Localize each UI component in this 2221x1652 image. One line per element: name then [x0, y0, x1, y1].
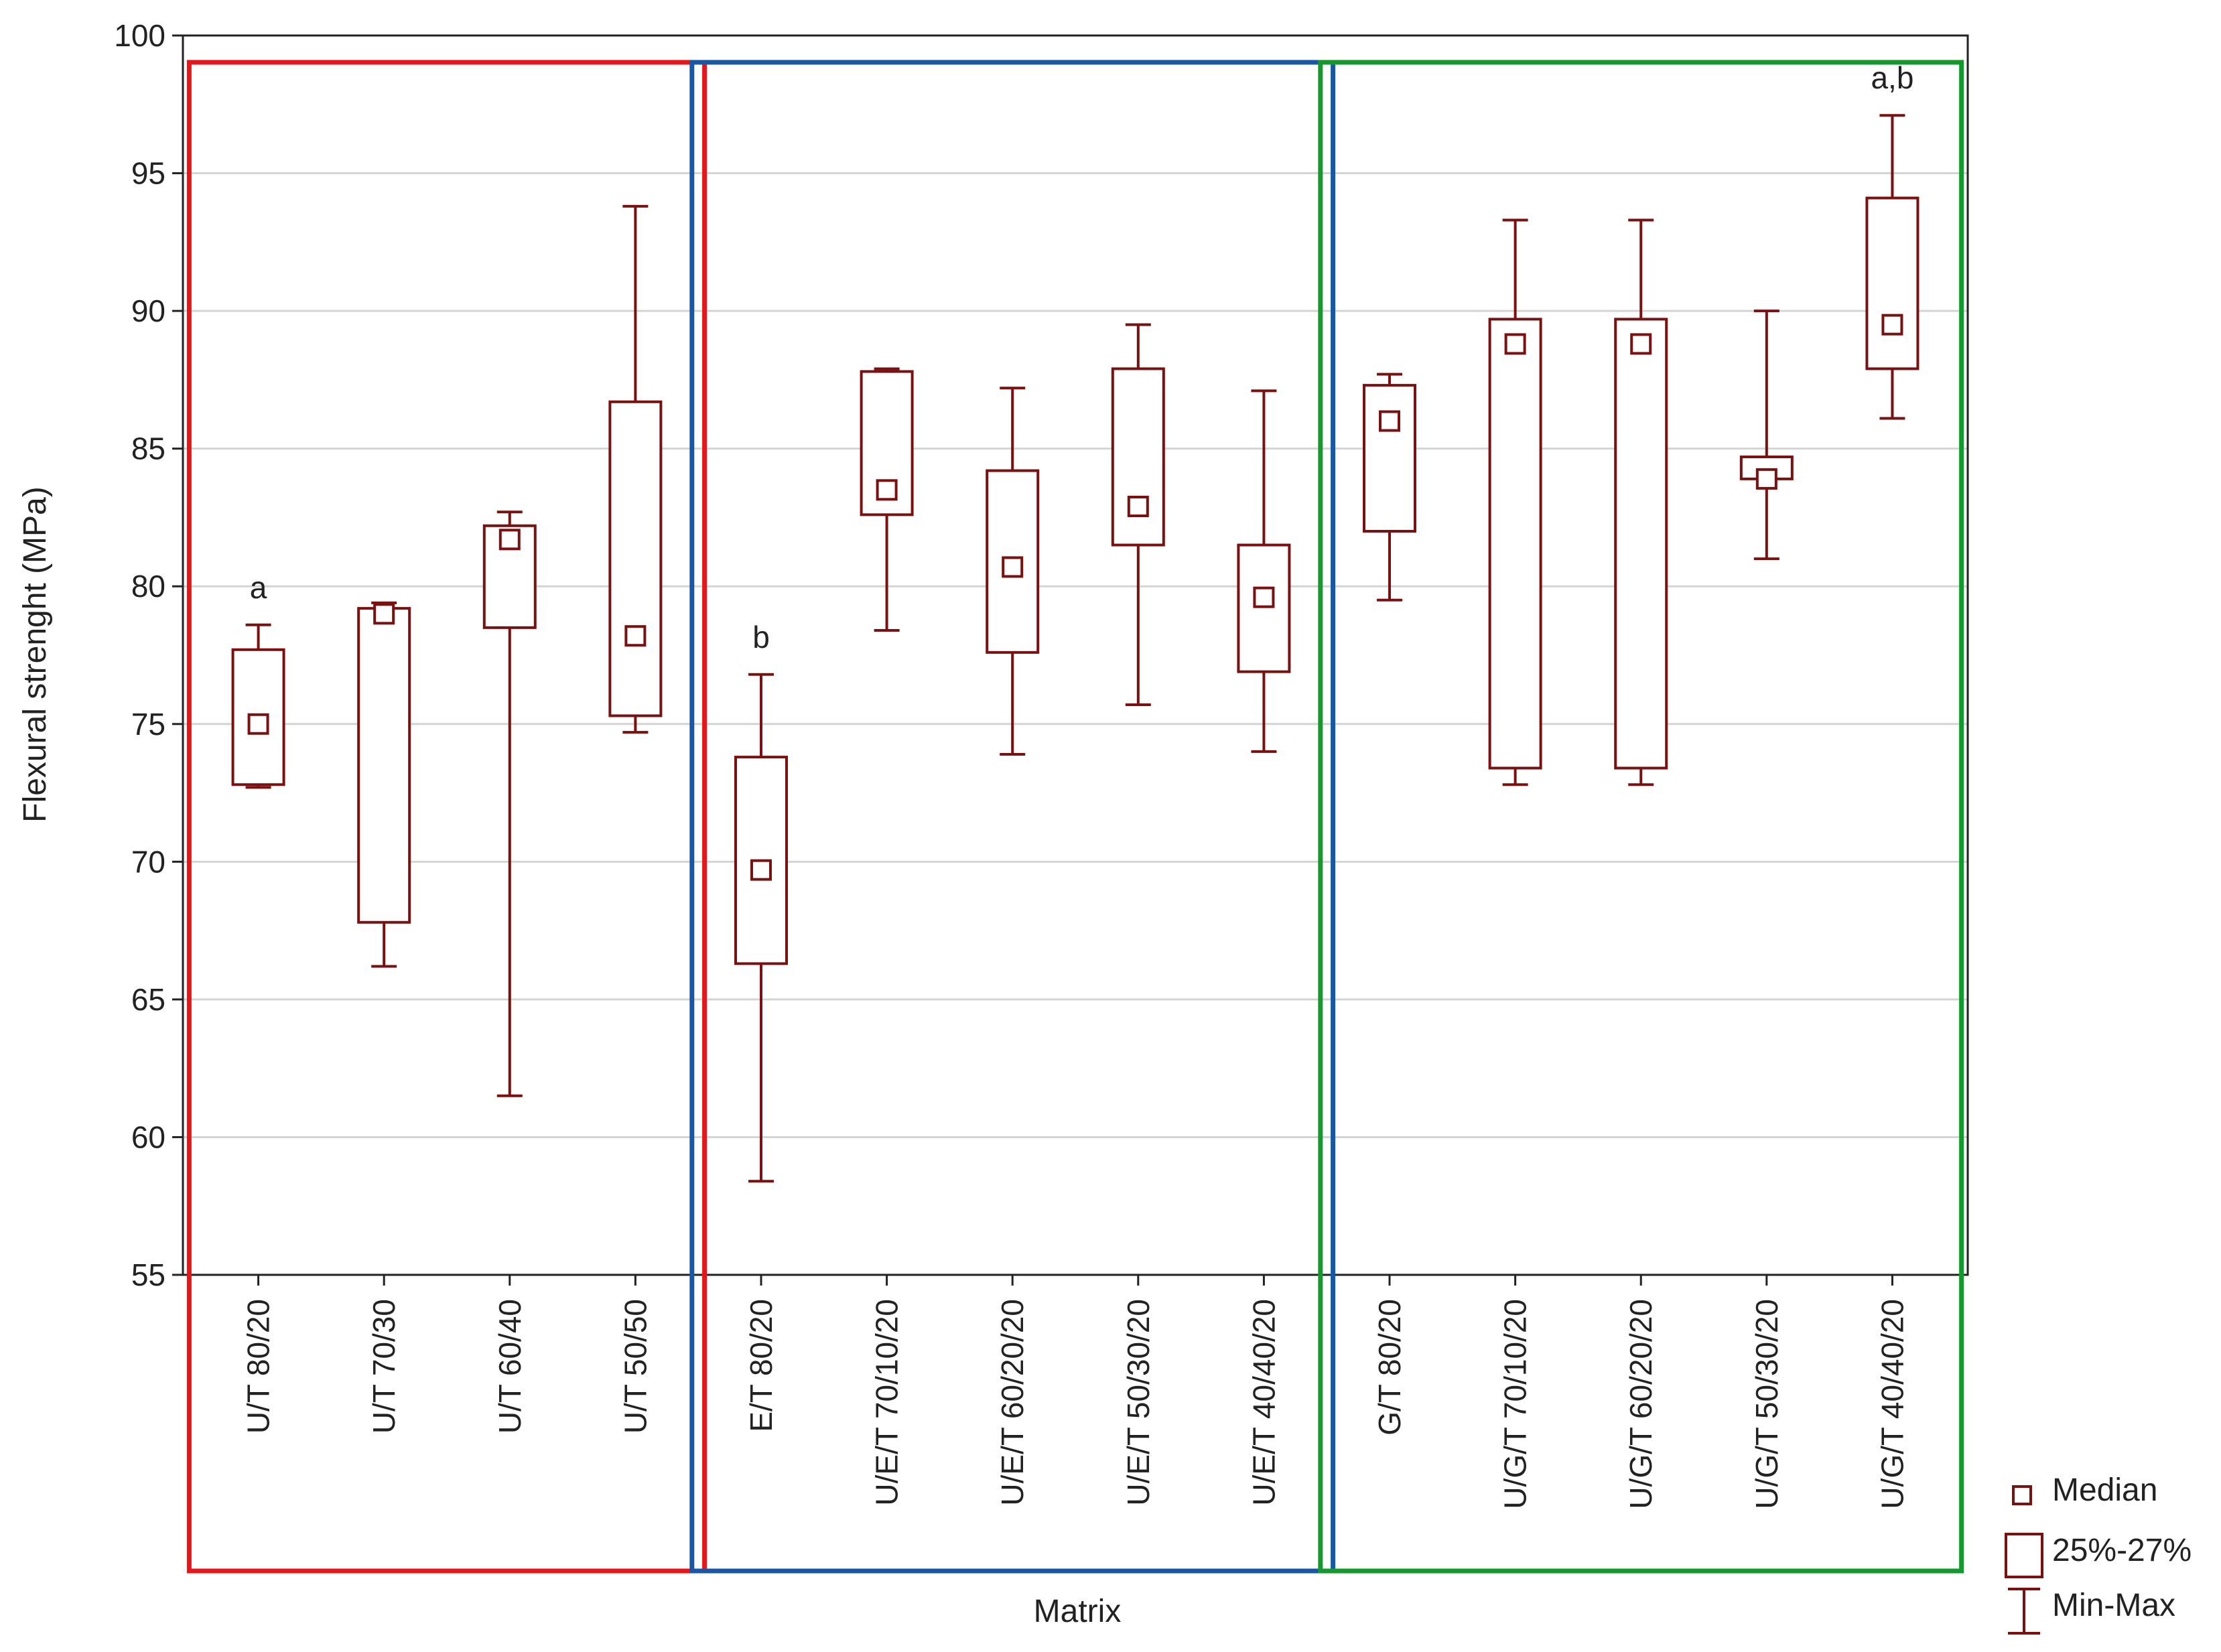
plot-border: [182, 34, 1969, 1276]
significance-label: a,b: [1871, 60, 1913, 95]
y-tick-label: 55: [131, 1257, 165, 1292]
x-tick-label: U/G/T 70/10/20: [1498, 1299, 1533, 1509]
red-group-outline: [186, 60, 708, 1574]
y-tick-label: 100: [114, 18, 165, 53]
x-tick-label: U/G/T 50/30/20: [1749, 1299, 1784, 1509]
box-14: [1865, 114, 1920, 420]
quartile-box: [734, 756, 788, 965]
legend-box-icon: [2005, 1533, 2043, 1578]
box-1: [231, 623, 285, 789]
x-tick-label: U/E/T 60/20/20: [995, 1299, 1030, 1506]
legend-median-label: Median: [2052, 1472, 2157, 1508]
median-marker: [1755, 468, 1777, 490]
x-tick-label: U/T 70/30: [366, 1299, 401, 1434]
box-11: [1488, 218, 1542, 786]
quartile-box: [357, 607, 411, 924]
quartile-box: [1488, 318, 1542, 770]
y-axis-ticks: 55 60 65 70 75 80 85 90 95 100: [114, 18, 183, 1292]
legend-whisker-icon: [2008, 1588, 2040, 1635]
blue-group-outline: [689, 60, 1336, 1574]
median-marker: [247, 713, 269, 735]
box-12: [1614, 218, 1668, 786]
box-5: [734, 673, 788, 1183]
y-tick-label: 60: [131, 1119, 165, 1154]
y-tick-label: 90: [131, 293, 165, 328]
legend-median-icon: [2012, 1485, 2032, 1505]
x-tick-label: U/G/T 40/40/20: [1875, 1299, 1909, 1509]
box-6: [860, 367, 914, 632]
box-8: [1111, 323, 1165, 706]
y-tick-label: 70: [131, 844, 165, 879]
box-7: [986, 387, 1040, 756]
x-tick-label: U/T 60/40: [492, 1299, 527, 1434]
y-tick-label: 75: [131, 707, 165, 742]
median-marker: [1379, 410, 1401, 432]
plot-frame: [182, 34, 1969, 1276]
median-marker: [1127, 496, 1149, 517]
x-tick-label: U/T 50/50: [618, 1299, 653, 1434]
green-group-outline: [1318, 60, 1964, 1574]
quartile-box: [1111, 367, 1165, 547]
quartile-box: [1865, 196, 1920, 370]
median-marker: [624, 625, 647, 647]
y-tick-label: 85: [131, 431, 165, 466]
box-9: [1237, 389, 1291, 753]
box-3: [482, 510, 537, 1097]
box-4: [608, 204, 663, 734]
quartile-box: [1363, 384, 1417, 533]
median-marker: [876, 479, 898, 501]
legend-box-label: 25%-27%: [2052, 1533, 2192, 1568]
quartile-box: [1237, 543, 1291, 673]
legend-whisker-label: Min-Max: [2052, 1588, 2175, 1623]
y-tick-label: 95: [131, 156, 165, 191]
x-tick-label: G/T 80/20: [1372, 1299, 1407, 1436]
y-axis-title: Flexural strenght (MPa): [17, 486, 53, 823]
median-marker: [498, 529, 521, 551]
x-axis-title: Matrix: [1034, 1594, 1122, 1629]
y-tick-label: 80: [131, 569, 165, 604]
median-marker: [373, 603, 395, 625]
boxes: [231, 114, 1920, 1183]
gridlines: [183, 172, 1968, 1138]
x-tick-label: U/E/T 70/10/20: [870, 1299, 904, 1506]
x-tick-label: U/E/T 40/40/20: [1246, 1299, 1281, 1506]
x-tick-label: U/G/T 60/20/20: [1623, 1299, 1658, 1509]
x-tick-label: U/E/T 50/30/20: [1121, 1299, 1156, 1506]
median-marker: [1002, 556, 1024, 578]
x-axis-ticks: U/T 80/20 U/T 70/30 U/T 60/40 U/T 50/50 E/T …: [241, 1275, 1909, 1509]
significance-label: a: [250, 570, 267, 605]
quartile-box: [608, 400, 663, 717]
box-10: [1363, 372, 1417, 602]
y-tick-label: 65: [131, 982, 165, 1017]
median-marker: [1881, 314, 1903, 336]
group-outlines: [186, 60, 1964, 1574]
median-marker: [1504, 333, 1526, 355]
median-marker: [1630, 333, 1652, 355]
annotations: a b a,b: [250, 60, 1914, 655]
quartile-box: [1614, 318, 1668, 770]
box-2: [357, 601, 411, 968]
median-marker: [1253, 586, 1275, 608]
significance-label: b: [752, 620, 770, 655]
legend: Median 25%-27% Min-Max: [2005, 1472, 2192, 1635]
x-tick-label: E/T 80/20: [744, 1299, 779, 1432]
x-tick-label: U/T 80/20: [241, 1299, 276, 1434]
box-13: [1739, 309, 1794, 561]
median-marker: [750, 859, 772, 881]
